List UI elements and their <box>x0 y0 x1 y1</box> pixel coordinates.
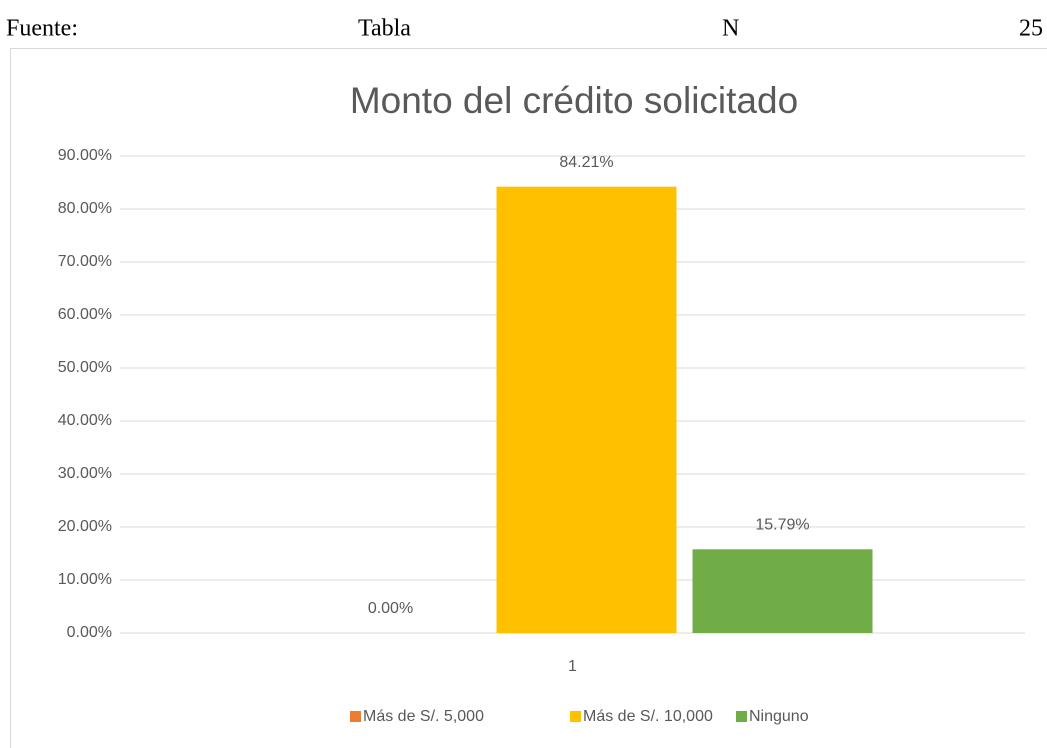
y-tick-label: 90.00% <box>58 147 112 164</box>
data-label: 84.21% <box>559 154 613 171</box>
bar <box>496 186 677 633</box>
x-tick-label: 1 <box>568 658 577 675</box>
y-tick-label: 0.00% <box>67 624 112 641</box>
legend-label: Ninguno <box>749 708 809 725</box>
y-tick-label: 40.00% <box>58 412 112 429</box>
legend-swatch <box>350 711 361 722</box>
bar <box>692 549 873 633</box>
header-word: 25 <box>1019 16 1043 42</box>
data-label: 0.00% <box>368 600 413 617</box>
header-word: Fuente: <box>6 16 78 42</box>
legend-swatch <box>736 711 747 722</box>
legend-swatch <box>570 711 581 722</box>
y-tick-label: 50.00% <box>58 359 112 376</box>
chart-title: Monto del crédito solicitado <box>350 80 798 121</box>
chart-border <box>10 48 1047 748</box>
legend-label: Más de S/. 10,000 <box>583 708 713 725</box>
y-tick-label: 30.00% <box>58 465 112 482</box>
y-tick-label: 20.00% <box>58 518 112 535</box>
y-tick-label: 80.00% <box>58 200 112 217</box>
y-tick-label: 70.00% <box>58 253 112 270</box>
data-label: 15.79% <box>755 517 809 534</box>
header-word: Tabla <box>358 16 411 42</box>
legend-label: Más de S/. 5,000 <box>363 708 484 725</box>
y-tick-label: 60.00% <box>58 306 112 323</box>
y-tick-label: 10.00% <box>58 571 112 588</box>
header-word: N <box>722 16 739 42</box>
